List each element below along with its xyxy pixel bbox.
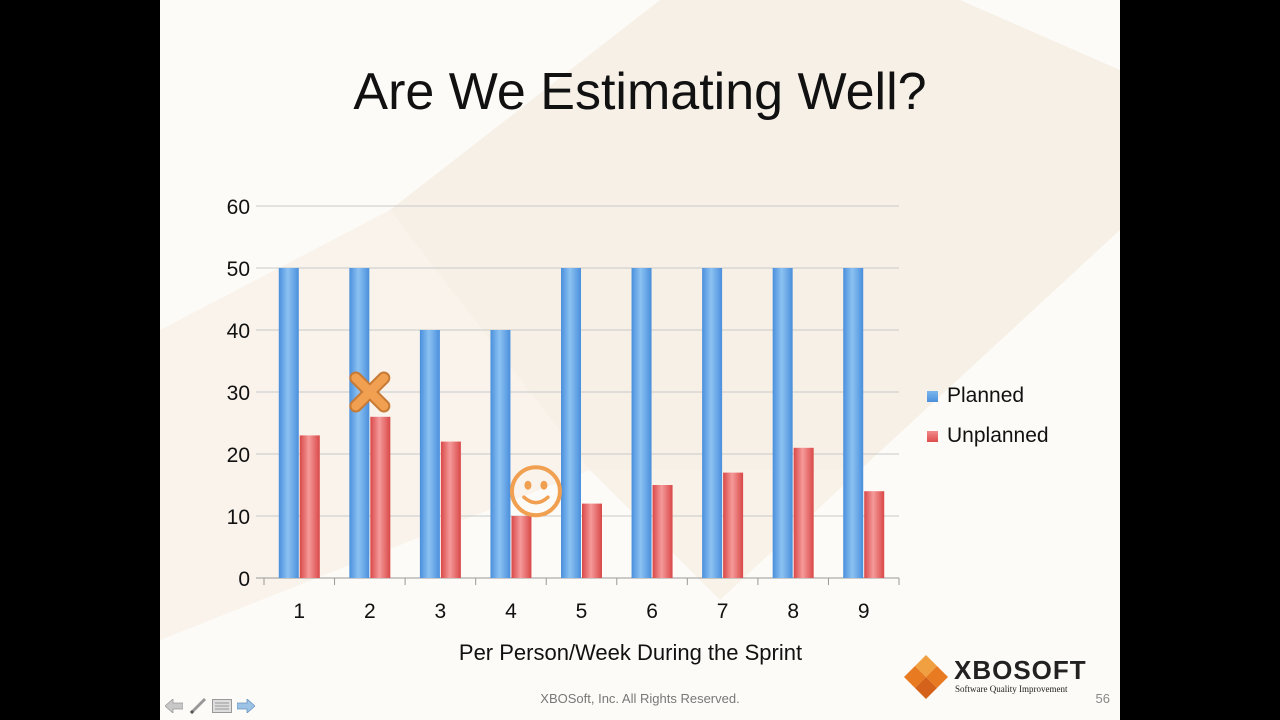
bar-unplanned	[864, 491, 885, 578]
y-tick-label: 30	[227, 382, 250, 405]
x-tick-label: 4	[505, 600, 517, 623]
slide-menu-icon[interactable]	[212, 697, 232, 715]
bar-unplanned	[582, 503, 602, 578]
y-tick-label: 20	[227, 444, 250, 467]
legend-label-unplanned: Unplanned	[947, 424, 1049, 447]
slide: Are We Estimating Well? 0 10 20 30 40 50 60 1 2 3…	[160, 0, 1120, 720]
y-tick-label: 40	[227, 320, 250, 343]
logo-name: XBOSOFT	[954, 655, 1087, 685]
bar-unplanned	[652, 485, 673, 578]
bar-unplanned	[370, 416, 391, 578]
bar-planned	[490, 330, 511, 578]
bar-planned	[843, 268, 864, 578]
page-number: 56	[1095, 691, 1110, 706]
y-tick-label: 50	[227, 258, 250, 281]
bar-planned	[772, 268, 793, 578]
logo-diamond-icon	[904, 655, 948, 699]
y-tick-label: 0	[238, 568, 250, 591]
bar-planned	[349, 268, 370, 578]
bar-planned	[631, 268, 652, 578]
x-tick-label: 5	[576, 600, 588, 623]
legend-swatch-unplanned	[927, 430, 938, 442]
y-tick-label: 60	[227, 196, 250, 219]
x-tick-label: 8	[787, 600, 799, 623]
bar-unplanned	[440, 441, 461, 578]
bar-unplanned	[299, 435, 320, 578]
footer-copyright: XBOSoft, Inc. All Rights Reserved.	[540, 691, 740, 706]
legend-item-planned: Planned	[927, 376, 1049, 416]
bar-unplanned	[511, 516, 532, 578]
bar-planned	[561, 268, 581, 578]
presentation-controls	[164, 697, 256, 715]
x-axis-label: Per Person/Week During the Sprint	[459, 640, 802, 665]
x-tick-label: 3	[435, 600, 447, 623]
legend-item-unplanned: Unplanned	[927, 416, 1049, 456]
bar-planned	[419, 330, 440, 578]
x-tick-label: 9	[858, 600, 870, 623]
x-tick-label: 2	[364, 600, 376, 623]
legend-label-planned: Planned	[947, 384, 1025, 407]
bar-unplanned	[723, 472, 744, 578]
legend-swatch-planned	[927, 390, 938, 402]
x-tick-label: 7	[717, 600, 729, 623]
previous-slide-arrow-icon[interactable]	[164, 697, 184, 715]
pen-tool-icon[interactable]	[188, 697, 208, 715]
x-tick-label: 6	[646, 600, 658, 623]
bar-planned	[278, 268, 299, 578]
y-tick-label: 10	[227, 506, 250, 529]
logo-tagline: Software Quality Improvement	[955, 684, 1068, 694]
chart-legend: Planned Unplanned	[927, 376, 1049, 456]
smiley-face-icon	[509, 465, 562, 518]
bar-unplanned	[793, 447, 814, 578]
x-tick-label: 1	[293, 600, 305, 623]
x-mark-icon	[349, 371, 391, 413]
bar-chart: 0 10 20 30 40 50 60 1 2 3 4 5 6 7 8 9 Per Person/Week Du…	[227, 196, 900, 665]
xbosoft-logo: XBOSOFT Software Quality Improvement	[904, 655, 1104, 700]
slide-title: Are We Estimating Well?	[353, 63, 927, 121]
bar-planned	[702, 268, 723, 578]
next-slide-arrow-icon[interactable]	[236, 697, 256, 715]
